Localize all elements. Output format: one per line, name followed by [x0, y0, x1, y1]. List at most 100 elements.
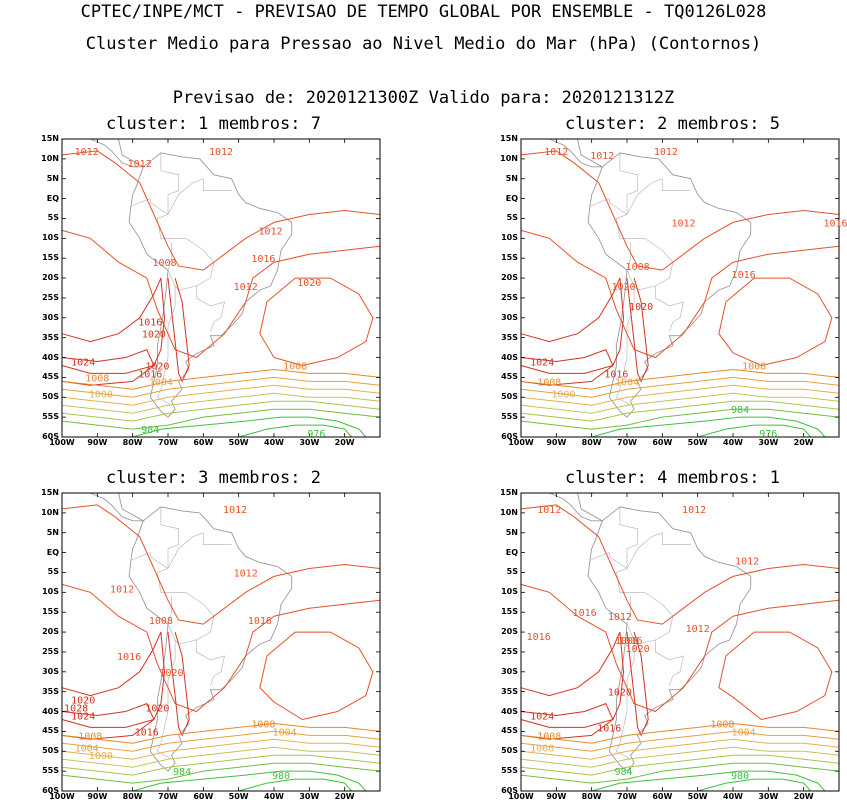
- isobar-label: 1008: [251, 719, 275, 730]
- lon-label: 60W: [652, 438, 673, 447]
- isobar-contour: [61, 746, 381, 768]
- isobar-contour: [520, 722, 840, 744]
- isobar-label: 1028: [64, 704, 88, 715]
- lon-label: 30W: [758, 438, 779, 447]
- isobar-label: 1008: [537, 377, 561, 388]
- lat-label: 5N: [505, 173, 518, 183]
- isobar-label: 1008: [626, 262, 650, 273]
- lat-label: 10N: [500, 153, 518, 163]
- isobar-contour: [61, 504, 381, 625]
- isobar-label: 1012: [654, 147, 678, 158]
- isobar-label: 984: [731, 405, 749, 416]
- south-america-coastline: [128, 152, 293, 418]
- page-subtitle: Cluster Medio para Pressao ao Nivel Medi…: [85, 34, 762, 54]
- isobar-label: 1020: [159, 668, 183, 679]
- lat-label: 30S: [501, 666, 518, 676]
- lat-label: 15S: [42, 607, 59, 617]
- isobar-contour: [520, 400, 840, 422]
- isobar-contour: [697, 778, 812, 792]
- isobar-label: 1008: [615, 636, 639, 647]
- country-border: [655, 286, 684, 332]
- isobar-contour: [591, 770, 826, 792]
- lon-label: 50W: [228, 792, 249, 801]
- lat-label: 10N: [41, 153, 59, 163]
- lat-label: 5N: [46, 173, 59, 183]
- lon-label: 20W: [793, 792, 814, 801]
- lon-label: 90W: [546, 438, 567, 447]
- isobar-label: 1004: [732, 727, 756, 738]
- lat-label: 20S: [501, 273, 518, 283]
- lat-label: 40S: [42, 706, 59, 716]
- lat-label: 30S: [501, 312, 518, 322]
- isobar-label: 976: [307, 429, 325, 440]
- lat-label: 10N: [41, 507, 59, 517]
- lat-label: 5S: [47, 213, 59, 223]
- lat-label: 40S: [42, 352, 59, 362]
- isobar-contour: [238, 424, 353, 438]
- lon-label: 40W: [264, 792, 284, 801]
- isobar-contour: [520, 368, 840, 390]
- isobar-contour: [61, 400, 381, 422]
- isobar-label: 1012: [258, 226, 282, 237]
- lat-label: 45S: [501, 726, 518, 736]
- isobar-label: 1012: [110, 584, 134, 595]
- lat-label: 15N: [41, 134, 59, 143]
- isobar-contour: [520, 277, 625, 374]
- country-border: [616, 640, 635, 760]
- isobar-label: 1012: [128, 159, 152, 170]
- isobar-label: 1024: [71, 358, 95, 369]
- country-border: [616, 286, 635, 406]
- lon-label: 100W: [508, 792, 534, 801]
- country-border: [655, 640, 684, 686]
- lat-label: 15S: [42, 253, 59, 263]
- lon-label: 20W: [334, 438, 355, 447]
- isobar-label: 1000: [89, 751, 113, 762]
- lon-label: 70W: [158, 792, 178, 801]
- lat-label: 10S: [501, 233, 518, 243]
- lat-label: 15N: [41, 488, 59, 497]
- lat-label: 50S: [501, 392, 518, 402]
- isobar-label: 980: [272, 771, 290, 782]
- isobar-label: 1016: [604, 369, 628, 380]
- lat-label: EQ: [46, 547, 59, 557]
- lon-label: 70W: [617, 438, 637, 447]
- isobar-label: 980: [731, 771, 749, 782]
- isobar-label: 1016: [138, 318, 162, 329]
- lon-label: 50W: [228, 438, 249, 447]
- isobar-contour: [718, 631, 833, 721]
- country-border: [619, 152, 638, 215]
- lat-label: 15S: [501, 253, 518, 263]
- lat-label: 55S: [42, 766, 59, 776]
- lat-label: 15N: [500, 134, 518, 143]
- isobar-contour: [520, 392, 840, 414]
- isobar-contour: [61, 631, 166, 728]
- country-border: [662, 178, 691, 191]
- lat-label: 25S: [42, 292, 59, 302]
- isobar-contour: [520, 762, 840, 784]
- lon-label: 70W: [158, 438, 178, 447]
- country-border: [626, 242, 631, 271]
- lat-label: 50S: [42, 392, 59, 402]
- isobar-label: 1012: [75, 147, 99, 158]
- isobar-contour: [61, 348, 155, 386]
- isobar-label: 1016: [573, 608, 597, 619]
- lon-label: 80W: [122, 792, 143, 801]
- country-border: [616, 178, 674, 291]
- isobar-label: 1016: [823, 218, 847, 229]
- isobar-label: 1016: [251, 254, 275, 265]
- isobar-label: 1012: [608, 612, 632, 623]
- isobar-label: 1016: [135, 727, 159, 738]
- isobar-contour: [61, 738, 381, 760]
- isobar-contour: [520, 376, 840, 398]
- lat-label: 5S: [47, 567, 59, 577]
- isobar-label: 1020: [145, 362, 169, 373]
- lon-label: 50W: [687, 438, 708, 447]
- isobar-label: 1004: [615, 377, 639, 388]
- map-panel-3: 1012 1012 1012 1008 1016 1016 1020 1020 1020 1028…: [28, 487, 386, 805]
- lat-label: 50S: [42, 746, 59, 756]
- lon-label: 100W: [508, 438, 534, 447]
- isobar-contour: [520, 583, 840, 713]
- isobar-label: 1012: [671, 218, 695, 229]
- isobar-label: 1012: [590, 151, 614, 162]
